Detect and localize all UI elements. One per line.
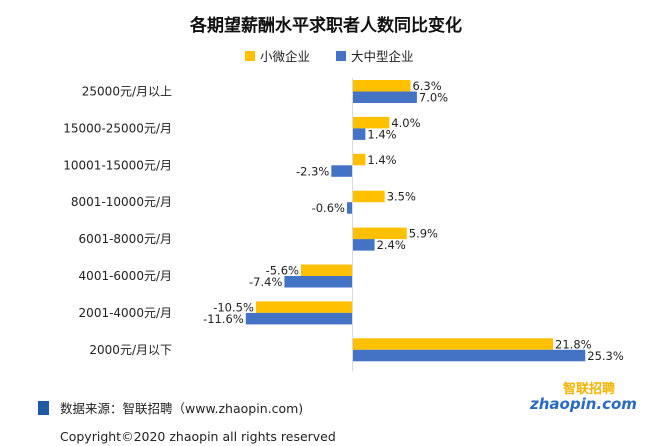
category-label: 8001-10000元/月 (71, 195, 172, 209)
bar-large-medium (353, 239, 375, 251)
legend: 小微企业 大中型企业 (245, 49, 414, 64)
bar-large-medium (246, 313, 353, 325)
bar-large-medium (353, 350, 586, 362)
legend-swatch-small-micro (245, 51, 255, 61)
source-marker (38, 401, 49, 415)
value-label: -0.6% (312, 201, 345, 215)
value-label: 1.4% (367, 153, 396, 167)
value-label: -2.3% (296, 164, 329, 178)
category-labels: 25000元/月以上 15000-25000元/月 10001-15000元/月 80… (63, 85, 172, 357)
category-label: 2000元/月以下 (89, 343, 172, 357)
value-label: 1.4% (367, 127, 396, 141)
value-label: 3.5% (387, 190, 416, 204)
bar-small-micro (353, 338, 554, 350)
bar-small-micro (353, 154, 366, 166)
bar-small-micro (301, 265, 353, 277)
bar-small-micro (353, 80, 411, 92)
value-label: 21.8% (555, 337, 592, 351)
legend-label-large-medium: 大中型企业 (351, 49, 414, 64)
logo-main-text: zhaopin.com (529, 395, 637, 413)
bar-large-medium (331, 165, 352, 177)
category-label: 6001-8000元/月 (79, 232, 172, 246)
legend-swatch-large-medium (336, 51, 346, 61)
category-label: 25000元/月以上 (82, 85, 172, 99)
chart-title: 各期望薪酬水平求职者人数同比变化 (189, 15, 462, 36)
bar-large-medium (284, 276, 352, 288)
zhaopin-logo: 智联招聘 zhaopin.com (529, 381, 637, 413)
value-label: 5.9% (409, 227, 438, 241)
bar-small-micro (256, 301, 353, 313)
copyright-text: Copyright©2020 zhaopin all rights reserv… (60, 429, 336, 444)
category-label: 10001-15000元/月 (63, 158, 172, 172)
value-label: 7.0% (419, 91, 448, 105)
category-label: 4001-6000元/月 (79, 269, 172, 283)
legend-label-small-micro: 小微企业 (260, 49, 310, 64)
category-label: 2001-4000元/月 (79, 306, 172, 320)
value-label: 25.3% (587, 349, 624, 363)
bar-large-medium (353, 92, 417, 104)
value-label: -11.6% (203, 312, 244, 326)
value-label: 2.4% (377, 238, 406, 252)
bar-large-medium (347, 202, 353, 214)
bar-small-micro (353, 191, 385, 203)
value-label: -7.4% (249, 275, 282, 289)
bar-large-medium (353, 128, 366, 140)
footer-source: 数据来源：智联招聘（www.zhaopin.com) (38, 401, 303, 416)
category-label: 15000-25000元/月 (63, 121, 172, 135)
chart-canvas: 各期望薪酬水平求职者人数同比变化 小微企业 大中型企业 25000元/月以上 15… (0, 0, 653, 446)
source-text: 数据来源：智联招聘（www.zhaopin.com) (60, 401, 303, 416)
